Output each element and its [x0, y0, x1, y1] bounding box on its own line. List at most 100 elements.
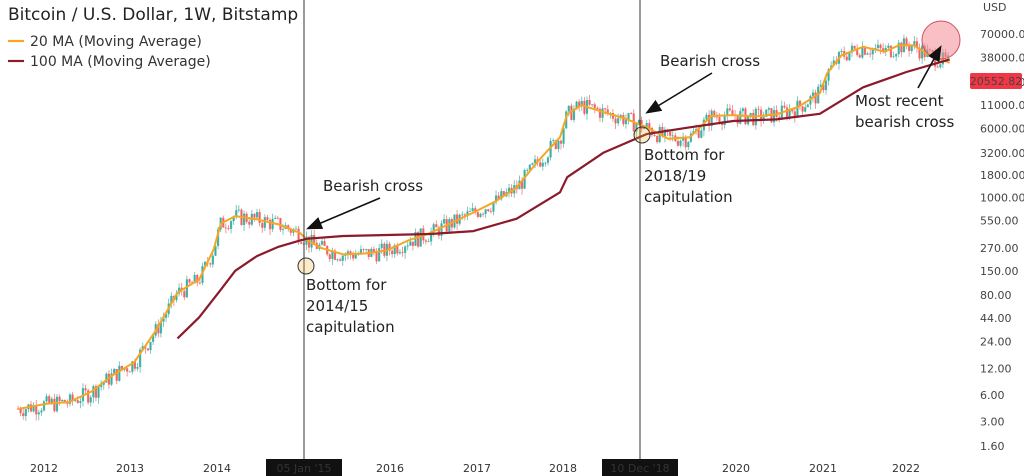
candle-body [448, 219, 451, 232]
candle-body [840, 50, 843, 52]
candle-body [16, 408, 20, 410]
y-tick-label: 6000.00 [980, 123, 1024, 136]
candle-body [224, 227, 227, 229]
candle-body [133, 361, 137, 369]
candle-body [237, 209, 240, 211]
candle-body [198, 282, 201, 284]
candle-body [557, 140, 560, 149]
candle-body [879, 44, 882, 49]
candle-body [684, 137, 687, 148]
x-tick-label-highlighted: 10 Dec '18 [610, 462, 669, 475]
candle-body [728, 108, 731, 111]
candle-body [494, 195, 498, 203]
candle-body [788, 108, 791, 118]
candle-body [24, 409, 27, 417]
candle-body [58, 396, 61, 401]
candle-body [772, 110, 776, 123]
candle-body [89, 397, 92, 403]
candle-body [492, 202, 495, 212]
candle-body [645, 122, 648, 127]
candle-body [520, 180, 524, 189]
candle-body [323, 241, 326, 246]
candle-body [798, 100, 802, 107]
candle-body [549, 140, 552, 158]
legend-ma20-label: 20 MA (Moving Average) [30, 34, 202, 50]
candle-body [128, 371, 131, 373]
candle-body [328, 254, 331, 260]
candle-body [139, 349, 142, 368]
x-tick-label: 2018 [549, 462, 577, 475]
candle-body [487, 209, 490, 212]
candle-body [915, 41, 919, 48]
candle-body [253, 213, 256, 218]
candle-body [424, 240, 428, 242]
candle-body [908, 45, 911, 52]
candle-body [42, 401, 46, 411]
y-tick-label: 550.00 [980, 215, 1019, 228]
y-tick-label: 3.00 [980, 416, 1005, 429]
candle-body [287, 225, 290, 229]
candle-body [889, 45, 893, 58]
candle-body [832, 60, 835, 66]
candle-body [489, 211, 492, 212]
y-tick-label: 1000.00 [980, 192, 1024, 205]
candle-body [583, 100, 586, 114]
candle-body [105, 373, 108, 383]
candle-body [297, 228, 300, 243]
candle-body [152, 335, 155, 342]
candle-body [939, 64, 942, 68]
candle-body [531, 163, 534, 165]
candle-body [365, 249, 368, 250]
candle-body [393, 245, 396, 255]
candle-body [853, 45, 856, 49]
candle-body [435, 224, 438, 228]
candle-body [741, 108, 744, 112]
candle-body [882, 48, 885, 52]
candle-body [209, 263, 212, 265]
candle-body [484, 209, 487, 214]
recent-cross-label: Most recent [855, 92, 944, 110]
recent-cross-arrow [917, 45, 942, 89]
candle-body [263, 217, 266, 228]
candle-body [372, 248, 376, 253]
candle-body [718, 117, 721, 123]
candle-body [650, 127, 654, 136]
candle-body [539, 162, 542, 167]
candle-body [848, 52, 851, 61]
recent-cross-circle [921, 20, 961, 60]
candle-body [294, 228, 298, 230]
bottom-2018-label: capitulation [644, 188, 733, 206]
candle-body [61, 399, 64, 401]
candle-body [863, 46, 867, 55]
candle-body [627, 113, 630, 120]
candle-body [115, 368, 118, 381]
candle-body [637, 119, 641, 124]
candle-body [663, 129, 667, 137]
candle-body [188, 279, 191, 283]
candle-body [141, 346, 144, 350]
legend: Bitcoin / U.S. Dollar, 1W, Bitstamp 20 MA… [8, 5, 298, 70]
candle-body [289, 228, 292, 233]
candle-body [630, 113, 633, 114]
candle-body [869, 53, 872, 55]
candle-body [159, 321, 163, 334]
candle-body [936, 66, 939, 68]
candle-body [442, 219, 446, 224]
candle-body [622, 115, 625, 125]
candle-body [481, 213, 485, 215]
candle-body [757, 108, 760, 110]
candle-body [762, 116, 765, 121]
candle-body [48, 396, 51, 403]
candle-body [398, 252, 402, 254]
candle-body [333, 250, 337, 260]
candle-body [378, 248, 381, 262]
candle-body [819, 84, 822, 87]
price-label-text: 20552.82 [970, 75, 1023, 88]
candle-body [258, 212, 261, 223]
candle-body [214, 245, 217, 256]
candle-body [479, 213, 482, 217]
candle-body [676, 140, 680, 146]
candle-body [71, 394, 74, 401]
candle-body [146, 348, 150, 351]
candle-body [118, 365, 121, 381]
